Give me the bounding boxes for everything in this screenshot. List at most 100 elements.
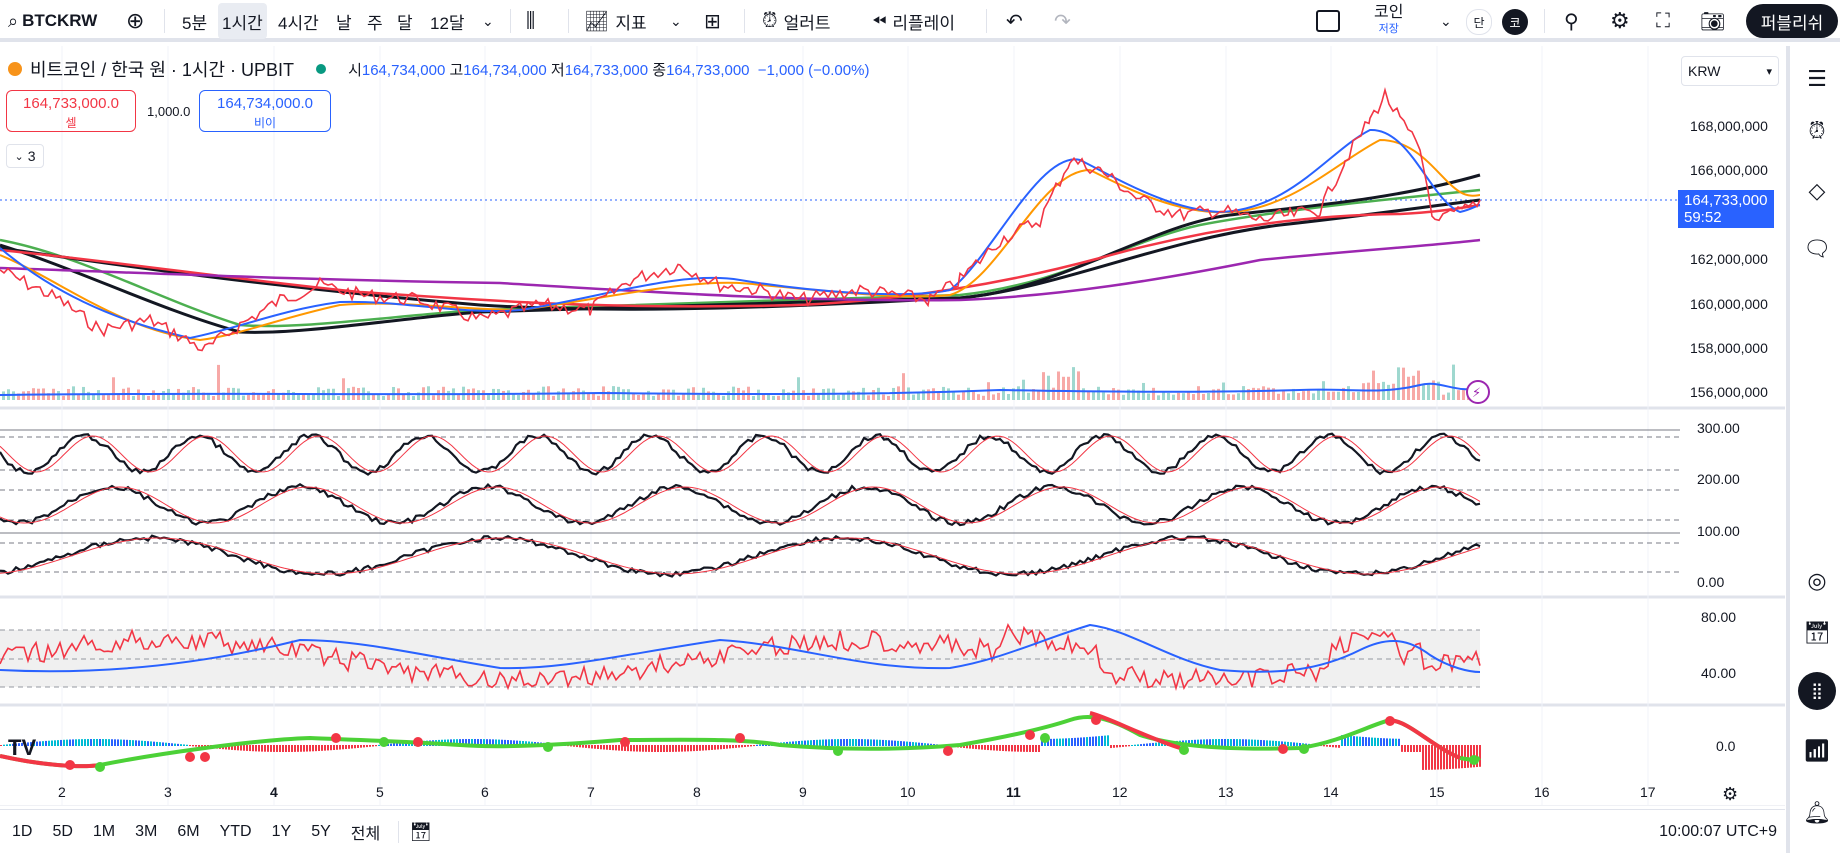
sell-label: 셀 [65, 116, 77, 130]
time-axis-label: 6 [481, 784, 489, 800]
alarm-clock-icon[interactable]: ⏰︎ [1808, 118, 1826, 143]
interval-4h[interactable]: 4시간 [278, 13, 319, 33]
price-axis-label: 158,000,000 [1690, 340, 1768, 356]
layers-icon[interactable]: ◇ [1808, 178, 1826, 203]
interval-day[interactable]: 날 [336, 13, 352, 33]
sell-button[interactable]: 164,733,000.0 셀 [6, 90, 136, 132]
save-label: 저장 [1378, 23, 1399, 35]
bottom-toolbar: 1D 5D 1M 3M 6M YTD 1Y 5Y 전체 📅︎ 10:00:07 … [0, 809, 1785, 854]
rewind-icon: ⏪︎ [872, 10, 887, 31]
chevron-down-icon: ⌄ [14, 150, 24, 163]
bell-icon[interactable]: 🔔︎ [1803, 800, 1831, 825]
layout-grid-icon[interactable]: ⊞ [704, 10, 721, 33]
chevron-down-icon[interactable]: ⌄ [670, 12, 682, 29]
indicator-collapse-button[interactable]: ⌄ 3 [6, 144, 44, 168]
period-ytd[interactable]: YTD [219, 823, 252, 840]
period-5y[interactable]: 5Y [311, 823, 331, 840]
svg-text:⚡: ⚡ [1472, 386, 1481, 401]
macd-axis-label: 0.0 [1716, 738, 1736, 754]
alert-button[interactable]: ⏰︎ 얼러트 [762, 0, 831, 42]
square-icon[interactable] [1316, 0, 1340, 42]
buy-price: 164,734,000.0 [217, 95, 313, 112]
period-1m[interactable]: 1M [92, 823, 116, 840]
toggle-right[interactable]: 코 [1502, 9, 1528, 35]
tradingview-logo: TV [8, 735, 36, 760]
price-axis-label: 166,000,000 [1690, 162, 1768, 178]
right-toolbar: ☰ ⏰︎ ◇ 🗨︎ ◎ 📅︎ ⣿ 📶︎ 🔔︎ [1786, 46, 1840, 853]
bitcoin-icon [8, 62, 22, 76]
time-axis-gear-icon[interactable]: ⚙ [1722, 784, 1738, 805]
time-axis-label: 5 [376, 784, 384, 800]
osc-axis-label: 100.00 [1697, 523, 1740, 539]
period-6m[interactable]: 6M [177, 823, 200, 840]
market-open-dot [316, 64, 327, 74]
gauge-icon[interactable]: ◎ [1807, 568, 1827, 593]
interval-5m[interactable]: 5분 [182, 13, 208, 33]
last-price: 164,733,000 [1684, 192, 1768, 209]
time-axis-label: 11 [1006, 784, 1021, 800]
buy-label: 비이 [253, 116, 277, 130]
sell-price: 164,733,000.0 [23, 95, 119, 112]
symbol-title[interactable]: 비트코인 / 한국 원 · 1시간 · UPBIT [30, 60, 295, 80]
osc-axis-label: 300.00 [1697, 420, 1740, 436]
fullscreen-icon[interactable]: ⛶ [1656, 9, 1670, 32]
spread-value: 1,000.0 [147, 104, 191, 119]
top-toolbar: ⌕ BTCKRW ⊕ 5분 1시간 4시간 날 주 달 12달 ⌄ ⫼ 📈︎ 지… [0, 0, 1840, 42]
osc-axis-label: 0.00 [1697, 574, 1724, 590]
date-range-icon[interactable]: 📅︎ [409, 821, 433, 842]
period-1d[interactable]: 1D [12, 823, 33, 840]
chart-canvas[interactable]: ⚡ TV 168,000,000 166,000,000 162,000,000 16… [0, 46, 1785, 806]
undo-icon[interactable]: ↶ [1006, 10, 1023, 33]
indicator-count: 3 [27, 148, 36, 164]
publish-button[interactable]: 퍼블리쉬 [1746, 4, 1838, 38]
gear-icon[interactable]: ⚙ [1610, 8, 1630, 33]
currency-select[interactable]: KRW ▾ [1681, 56, 1779, 86]
period-3m[interactable]: 3M [135, 823, 158, 840]
toggle-left[interactable]: 단 [1466, 9, 1492, 35]
time-axis-label: 7 [587, 784, 595, 800]
alert-label: 얼러트 [783, 13, 831, 33]
time-axis-label: 4 [270, 784, 278, 800]
chevron-down-icon[interactable]: ⌄ [482, 12, 494, 29]
indicators-button[interactable]: 📈︎ 지표 [584, 0, 647, 42]
chat-icon[interactable]: 🗨︎ [1803, 236, 1831, 261]
camera-icon[interactable]: 📷︎ [1700, 10, 1726, 33]
time-axis-label: 16 [1534, 784, 1550, 800]
search-icon: ⌕ [8, 10, 19, 31]
clock-label[interactable]: 10:00:07 UTC+9 [1659, 823, 1777, 840]
calendar-icon[interactable]: 📅︎ [1803, 620, 1831, 645]
interval-1h[interactable]: 1시간 [218, 3, 267, 39]
ohlc-values: 시164,734,000 고164,734,000 저164,733,000 종… [348, 61, 870, 79]
broadcast-icon[interactable]: 📶︎ [1803, 738, 1831, 763]
candle-type-icon[interactable]: ⫼ [526, 9, 536, 32]
period-1y[interactable]: 1Y [271, 823, 292, 840]
interval-week[interactable]: 주 [367, 13, 383, 33]
indicators-label: 지표 [615, 13, 647, 33]
interval-12m[interactable]: 12달 [430, 13, 465, 33]
compare-add-icon[interactable]: ⊕ [126, 8, 145, 33]
time-axis-label: 15 [1429, 784, 1445, 800]
bar-countdown: 59:52 [1684, 209, 1722, 226]
time-axis-label: 2 [58, 784, 66, 800]
period-5d[interactable]: 5D [52, 823, 73, 840]
alarm-icon: ⏰︎ [762, 9, 778, 32]
apps-grid-icon[interactable]: ⣿ [1798, 672, 1836, 710]
indicators-icon: 📈︎ [584, 10, 610, 33]
price-axis-label: 156,000,000 [1690, 384, 1768, 400]
replay-button[interactable]: ⏪︎ 리플레이 [872, 0, 955, 42]
price-axis-label: 160,000,000 [1690, 296, 1768, 312]
interval-month[interactable]: 달 [397, 13, 413, 33]
time-axis-label: 8 [693, 784, 701, 800]
redo-icon[interactable]: ↷ [1054, 10, 1071, 33]
time-axis-label: 17 [1640, 784, 1656, 800]
quick-search-icon[interactable]: ⚲ [1564, 10, 1579, 33]
osc-axis-label: 200.00 [1697, 471, 1740, 487]
watchlist-icon[interactable]: ☰ [1807, 66, 1827, 91]
time-axis-label: 10 [900, 784, 916, 800]
symbol-search[interactable]: ⌕ BTCKRW [8, 0, 97, 42]
period-all[interactable]: 전체 [350, 826, 381, 843]
chevron-down-icon[interactable]: ⌄ [1440, 12, 1452, 29]
layout-save-button[interactable]: 코인 저장 [1374, 0, 1403, 42]
buy-button[interactable]: 164,734,000.0 비이 [199, 90, 331, 132]
symbol-label: BTCKRW [22, 11, 98, 30]
